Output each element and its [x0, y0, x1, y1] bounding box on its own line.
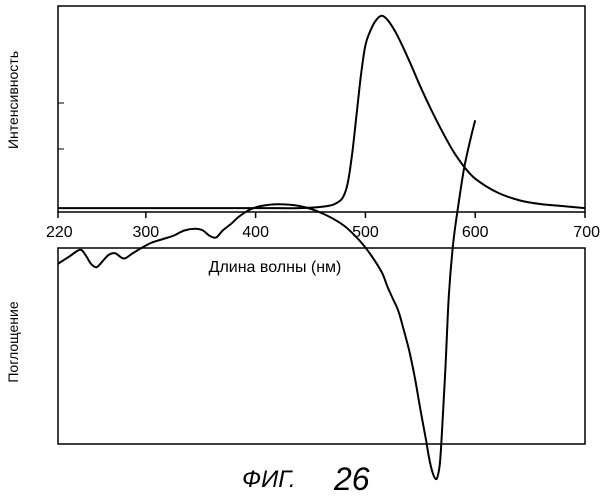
- figure-caption-prefix: ФИГ.: [242, 466, 296, 493]
- x-tick-label: 300: [132, 224, 159, 241]
- x-tick-label: 400: [242, 224, 269, 241]
- bottom-plot-frame: [58, 248, 585, 444]
- x-tick-label: 700: [573, 224, 600, 241]
- x-tick-label: 600: [462, 224, 489, 241]
- bottom-y-axis-title: Поглощение: [5, 301, 21, 382]
- top-y-axis-title: Интенсивность: [5, 51, 21, 149]
- x-tick-label: 220: [46, 224, 73, 241]
- x-tick-labels: 220 300 400 500 600 700: [46, 224, 600, 241]
- top-y-ticks: [58, 103, 64, 149]
- x-tick-label: 500: [352, 224, 379, 241]
- intensity-curve: [58, 16, 585, 208]
- x-axis-title: Длина волны (нм): [209, 259, 342, 276]
- absorption-curve: [58, 120, 475, 479]
- figure-caption-number: 26: [333, 461, 370, 497]
- top-plot-frame: [58, 6, 585, 212]
